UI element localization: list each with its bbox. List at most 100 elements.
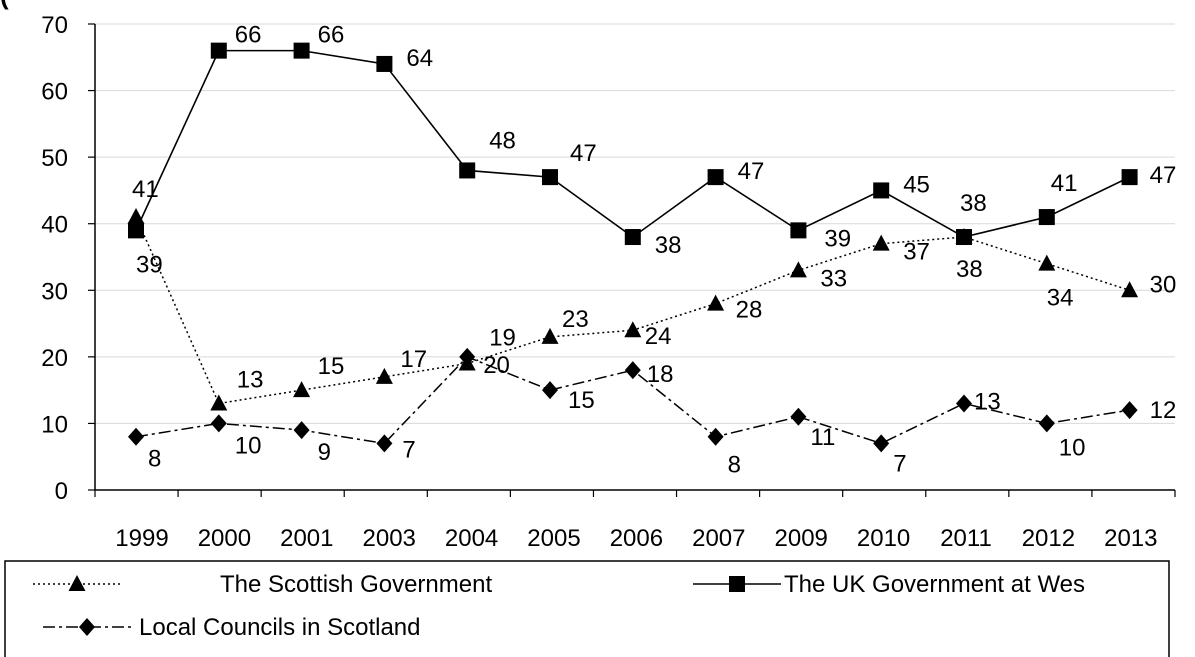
diamond-marker (956, 394, 972, 413)
square-marker (293, 42, 310, 59)
data-label: 23 (562, 306, 589, 333)
data-label: 45 (903, 171, 930, 198)
data-label: 34 (1047, 285, 1074, 312)
diamond-marker (293, 421, 310, 440)
data-label: 47 (738, 158, 765, 185)
square-marker (542, 169, 558, 186)
data-label: 24 (645, 323, 672, 350)
square-marker (376, 55, 393, 72)
series-square: 39 66 66 64 48 47 38 47 39 45 38 41 47 (128, 22, 1177, 278)
diamond-marker (1121, 401, 1138, 420)
triangle-marker (789, 261, 807, 278)
x-tick-label: 2000 (198, 525, 251, 552)
triangle-marker (1121, 281, 1139, 298)
y-tick-label: 0 (55, 478, 68, 505)
square-marker (707, 169, 724, 186)
diamond-marker (128, 427, 144, 446)
data-label: 41 (1051, 170, 1078, 197)
data-label: 39 (824, 225, 851, 252)
x-tick-label: 2001 (280, 525, 333, 552)
triangle-marker (68, 575, 86, 591)
data-label: 47 (570, 140, 597, 167)
x-tick-label: 2003 (363, 525, 416, 552)
square-marker (210, 42, 227, 59)
series-diamond: 8 10 9 7 20 15 18 8 11 7 13 10 12 (128, 347, 1177, 479)
x-tick-label: 2009 (775, 525, 828, 552)
x-tick-label: 2006 (610, 525, 663, 552)
data-label: 15 (568, 387, 595, 414)
diamond-marker (79, 618, 95, 636)
data-label: 19 (489, 325, 516, 352)
x-tick-label: 2012 (1022, 525, 1075, 552)
diamond-marker (376, 434, 393, 453)
square-marker (1038, 209, 1055, 226)
y-tick-label: 50 (41, 145, 68, 172)
y-tick-label: 10 (41, 411, 68, 438)
data-label: 66 (235, 22, 262, 49)
triangle-marker (707, 294, 725, 311)
data-label: 28 (736, 297, 763, 324)
x-tick-label: 2007 (692, 525, 745, 552)
diamond-marker (1038, 414, 1055, 433)
data-label: 17 (400, 346, 427, 373)
data-label: 10 (235, 432, 262, 459)
triangle-marker (210, 394, 228, 411)
data-label: 7 (402, 436, 415, 463)
data-label: 18 (647, 361, 674, 388)
data-label: 8 (148, 446, 161, 473)
data-label: 10 (1059, 434, 1086, 461)
diamond-marker (790, 407, 807, 426)
square-marker (624, 229, 641, 246)
legend-label-scottish: The Scottish Government (220, 571, 492, 598)
data-label: 47 (1150, 162, 1177, 189)
square-marker (459, 162, 476, 179)
triangle-marker (872, 234, 890, 251)
data-label: 13 (237, 366, 264, 393)
data-label: 13 (974, 388, 1001, 415)
data-label: 33 (820, 265, 847, 292)
x-tick-label: 2004 (445, 525, 498, 552)
triangle-marker (541, 327, 559, 344)
y-tick-label: 30 (41, 278, 68, 305)
x-tick-label: 2013 (1104, 525, 1157, 552)
series-layer: 41 13 15 17 19 23 24 28 33 37 38 34 30 39 66 66 64 48 47 38… (127, 22, 1177, 479)
data-label: 30 (1150, 271, 1177, 298)
x-tick-label: 2011 (940, 525, 992, 552)
x-tick-label: 2005 (527, 525, 580, 552)
square-marker (128, 222, 144, 239)
data-label: 8 (728, 452, 741, 479)
data-label: 37 (903, 239, 930, 266)
data-label: 12 (1150, 397, 1177, 424)
x-tick-label: 2010 (857, 525, 910, 552)
chart-title-fragment: ( (0, 0, 9, 10)
triangle-marker (624, 321, 642, 338)
data-label: 39 (136, 251, 163, 278)
data-label: 11 (810, 424, 835, 451)
y-tick-label: 40 (41, 212, 68, 239)
data-label: 9 (318, 439, 331, 466)
data-label: 7 (893, 450, 906, 477)
square-marker (729, 576, 745, 592)
square-marker (873, 182, 890, 199)
diamond-marker (624, 361, 641, 380)
data-label: 38 (956, 256, 983, 283)
legend-label-uk: The UK Government at Wes (784, 571, 1085, 598)
diamond-marker (707, 427, 724, 446)
square-marker (956, 229, 972, 246)
y-tick-label: 60 (41, 79, 68, 106)
triangle-marker (375, 367, 393, 384)
x-tick-label: 1999 (115, 525, 168, 552)
triangle-marker (1038, 254, 1056, 271)
legend-label-local: Local Councils in Scotland (139, 614, 421, 641)
legend: The Scottish Government The UK Government… (4, 560, 1170, 657)
data-label: 20 (483, 352, 510, 379)
diamond-marker (873, 434, 890, 453)
square-marker (1121, 169, 1138, 186)
data-label: 64 (406, 45, 433, 72)
data-label: 38 (960, 190, 987, 217)
axes: 0 10 20 30 40 50 60 70 1999 2000 2001 2003 2004 2005 2… (41, 12, 1176, 552)
data-label: 15 (318, 353, 345, 380)
grid-lines (95, 23, 1175, 424)
